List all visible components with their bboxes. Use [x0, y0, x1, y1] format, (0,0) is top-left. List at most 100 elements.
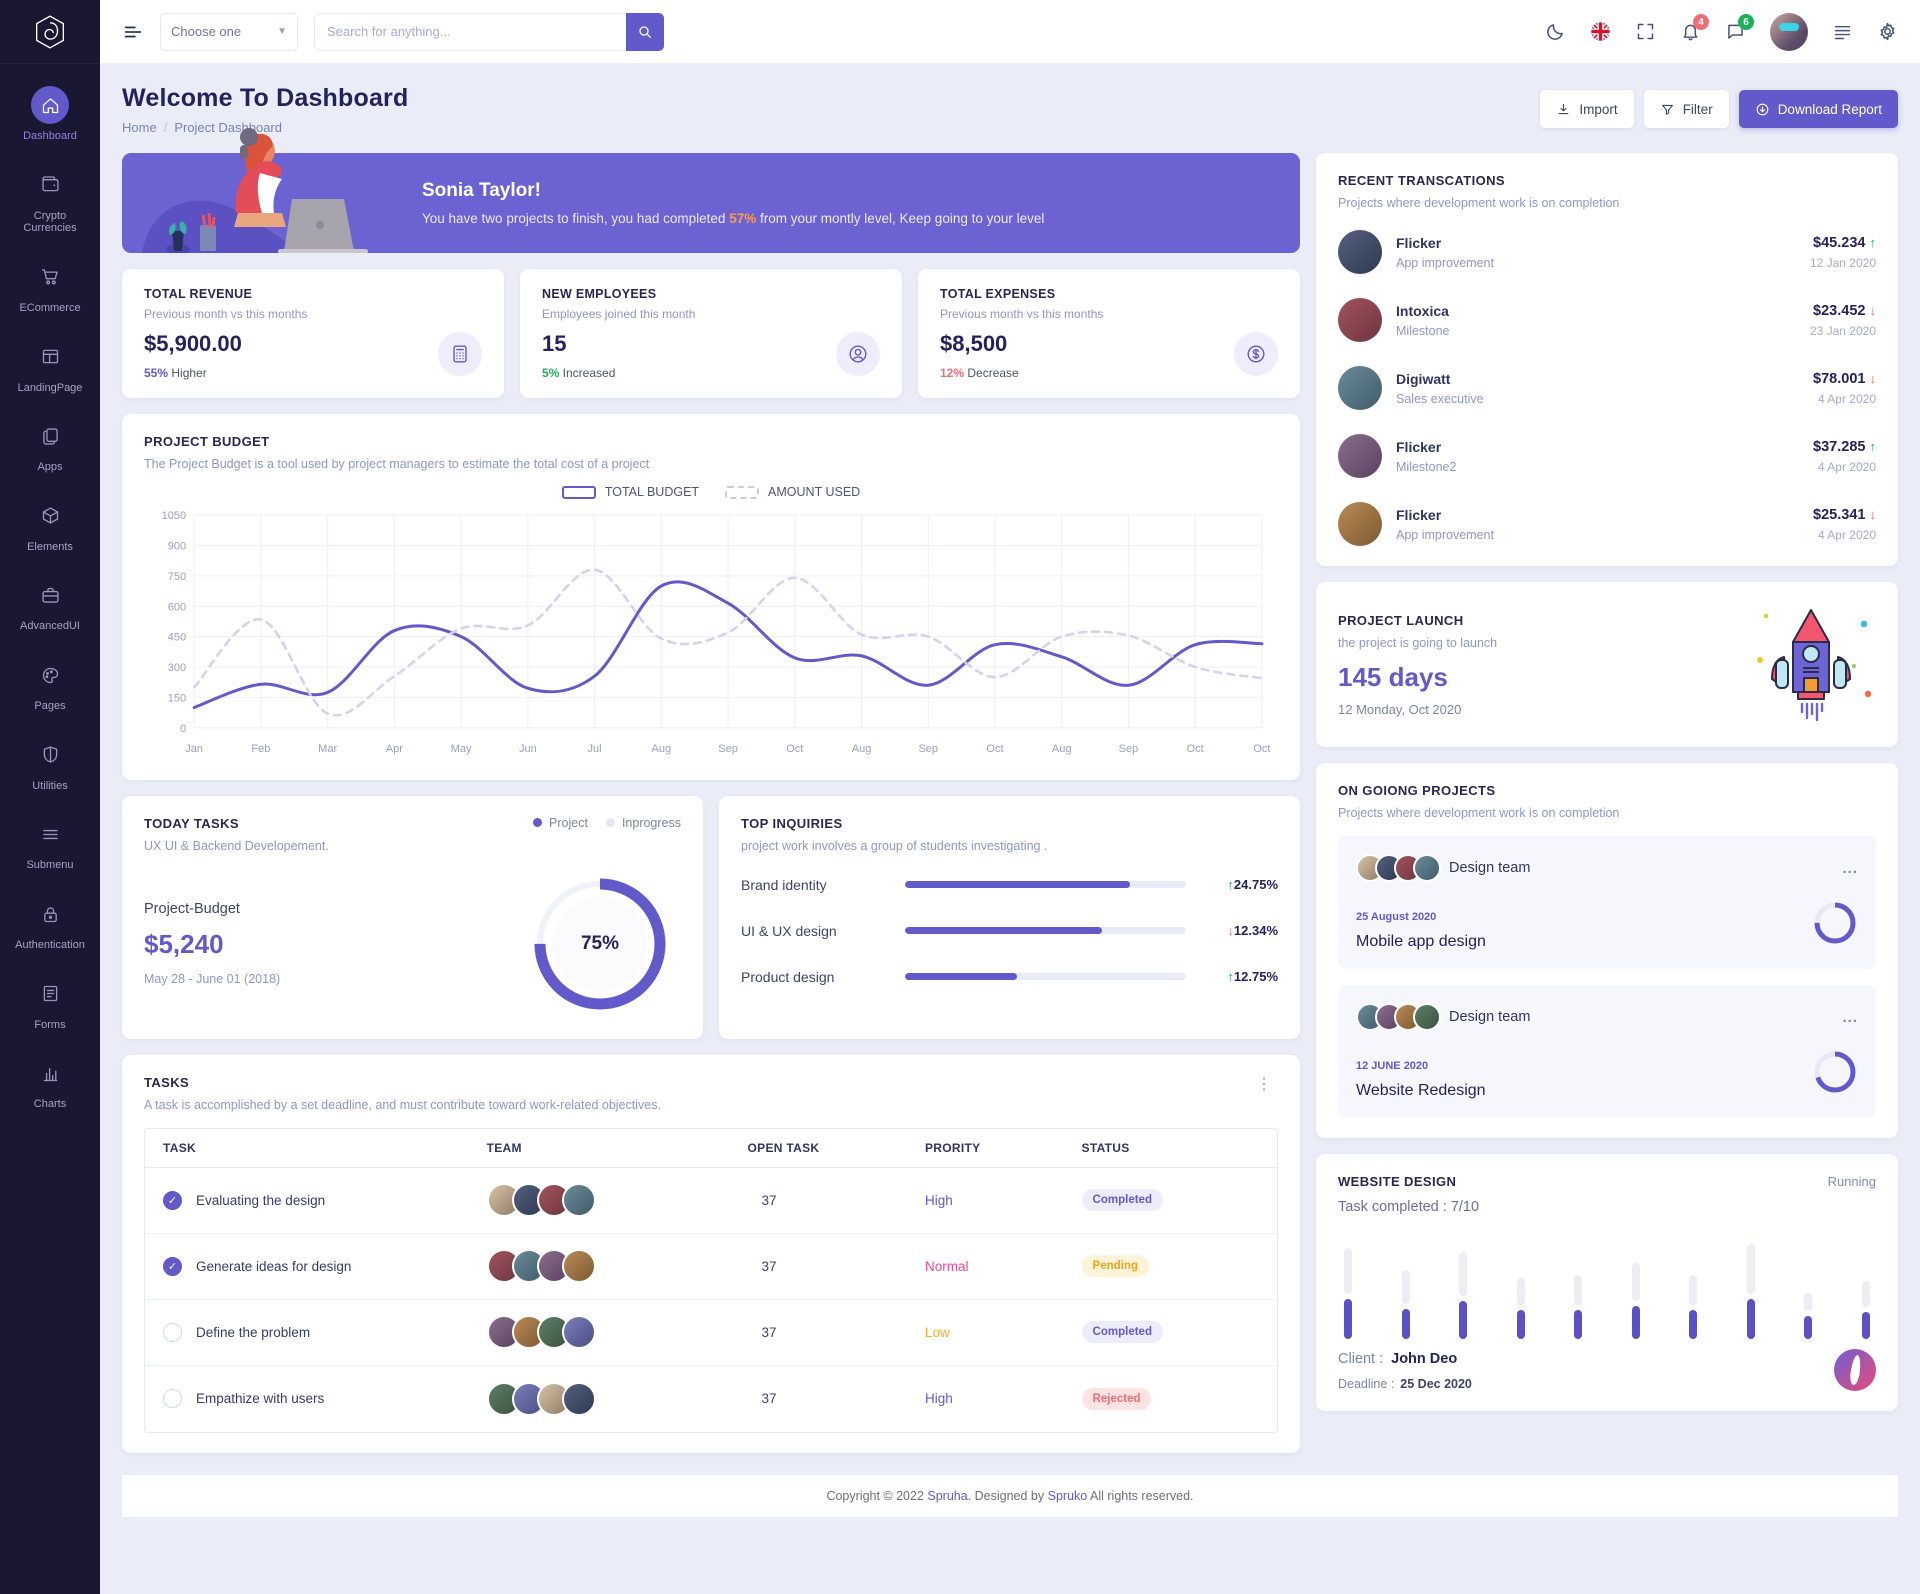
svg-text:Mar: Mar	[318, 743, 337, 755]
task-checkbox[interactable]	[163, 1389, 182, 1409]
task-checkbox[interactable]	[163, 1256, 182, 1276]
project-menu-button[interactable]: ...	[1842, 1008, 1858, 1026]
cart-icon	[31, 258, 69, 296]
task-completed-text: Task completed : 7/10	[1338, 1199, 1480, 1215]
sidebar-item-dashboard[interactable]: Dashboard	[4, 78, 96, 151]
banner-greeting: Sonia Taylor!	[422, 180, 541, 201]
transaction-name: Digiwatt	[1396, 370, 1451, 387]
transaction-name: Flicker	[1396, 234, 1442, 251]
sidebar-item-charts[interactable]: Charts	[4, 1046, 96, 1119]
transaction-name: Intoxica	[1396, 302, 1449, 319]
project-launch-card: PROJECT LAUNCH the project is going to l…	[1316, 582, 1898, 747]
sidebar-item-utilities[interactable]: Utilities	[4, 728, 96, 801]
transactions-list: Flicker App improvement $45.234 ↑ 12 Jan…	[1338, 230, 1876, 546]
top-inquiries-subtitle: project work involves a group of student…	[741, 838, 1048, 853]
project-team-name: Design team	[1449, 860, 1531, 876]
today-tasks-title: TODAY TASKS	[144, 815, 239, 831]
sidebar-item-label: Charts	[33, 1098, 67, 1111]
user-avatar[interactable]	[1770, 12, 1808, 51]
sidebar-item-pages[interactable]: Pages	[4, 648, 96, 721]
task-checkbox[interactable]	[163, 1322, 182, 1342]
messages-button[interactable]: 6	[1725, 14, 1754, 42]
import-button[interactable]: Import	[1540, 90, 1634, 128]
user-icon	[836, 332, 880, 376]
transactions-subtitle: Projects where development work is on co…	[1338, 196, 1620, 210]
download-report-button[interactable]: Download Report	[1738, 90, 1898, 128]
sidebar-item-submenu[interactable]: Submenu	[4, 807, 96, 880]
arrow-down-icon: ↓	[1869, 370, 1877, 386]
sidebar: Dashboard Crypto Currencies ECommerce La…	[0, 0, 100, 1594]
launch-days: 145 days	[1338, 661, 1448, 692]
sidebar-item-forms[interactable]: Forms	[4, 967, 96, 1040]
ongoing-projects-list: Design team ... 25 August 2020 Mobile ap…	[1338, 836, 1876, 1118]
table-row: Empathize with users 37 High Rejected	[145, 1366, 1277, 1432]
stat-card: TOTAL REVENUE Previous month vs this mon…	[122, 269, 504, 398]
arrow-up-icon: ↑	[1869, 234, 1877, 250]
category-select-value: Choose one	[171, 24, 242, 39]
language-flag-button[interactable]	[1590, 21, 1611, 42]
sidebar-nav: Dashboard Crypto Currencies ECommerce La…	[0, 64, 100, 1133]
sidebar-item-label: Submenu	[26, 859, 74, 872]
sidebar-item-label: Apps	[37, 461, 63, 474]
project-menu-button[interactable]: ...	[1842, 859, 1858, 877]
sidebar-item-ecommerce[interactable]: ECommerce	[4, 250, 96, 323]
progress-bar-column	[1804, 1237, 1813, 1339]
activity-list-button[interactable]	[1832, 21, 1853, 42]
legend-project[interactable]: Project	[533, 816, 588, 830]
dark-mode-toggle[interactable]	[1545, 21, 1566, 42]
svg-text:Aug: Aug	[652, 743, 672, 755]
inquiries-list: Brand identity ↑24.75% UI & UX design ↓1…	[741, 877, 1278, 985]
stat-card: TOTAL EXPENSES Previous month vs this mo…	[918, 269, 1300, 398]
filter-button[interactable]: Filter	[1643, 90, 1729, 128]
search-input[interactable]	[314, 12, 626, 51]
tasks-table-header: TASK TEAM OPEN TASK PRORITY STATUS	[145, 1129, 1277, 1168]
app-logo[interactable]	[0, 0, 100, 64]
sidebar-item-apps[interactable]: Apps	[4, 409, 96, 482]
sidebar-item-elements[interactable]: Elements	[4, 489, 96, 562]
svg-text:Oct: Oct	[786, 743, 803, 755]
menu-icon	[31, 815, 69, 853]
notifications-button[interactable]: 4	[1680, 14, 1709, 42]
search-button[interactable]	[626, 12, 664, 51]
fullscreen-icon	[1637, 23, 1654, 40]
sidebar-item-authentication[interactable]: Authentication	[4, 887, 96, 960]
footer-link-spruha[interactable]: Spruha	[927, 1488, 968, 1503]
settings-button[interactable]	[1877, 21, 1898, 42]
website-status: Running	[1827, 1174, 1876, 1189]
gear-icon	[1880, 22, 1895, 41]
task-checkbox[interactable]	[163, 1190, 182, 1210]
sidebar-item-crypto-currencies[interactable]: Crypto Currencies	[4, 158, 96, 243]
arrow-down-icon: ↓	[1869, 506, 1877, 522]
transaction-amount: $37.285 ↑	[1813, 438, 1876, 455]
footer-link-spruko[interactable]: Spruko	[1047, 1488, 1088, 1503]
budget-card-subtitle: The Project Budget is a tool used by pro…	[144, 457, 650, 471]
legend-inprogress[interactable]: Inprogress	[605, 815, 681, 830]
topbar-actions: 4 6	[1545, 12, 1898, 51]
open-task-count: 37	[761, 1258, 777, 1274]
project-team-avatars	[1356, 1003, 1441, 1031]
legend-amount-used[interactable]: AMOUNT USED	[725, 485, 860, 499]
fullscreen-button[interactable]	[1635, 21, 1656, 42]
tasks-menu-button[interactable]: ⋮	[1250, 1075, 1278, 1095]
footer: Copyright © 2022 Spruha. Designed by Spr…	[122, 1474, 1898, 1517]
sidebar-item-advancedui[interactable]: AdvancedUI	[4, 568, 96, 641]
shield-icon	[31, 736, 69, 774]
today-tasks-subtitle: UX UI & Backend Developement.	[144, 838, 329, 853]
svg-text:Aug: Aug	[1052, 743, 1072, 755]
svg-text:Sep: Sep	[918, 743, 938, 755]
transaction-date: 4 Apr 2020	[1817, 527, 1876, 542]
deadline-line: Deadline :25 Dec 2020	[1338, 1377, 1472, 1391]
sidebar-item-landingpage[interactable]: LandingPage	[4, 330, 96, 403]
sidebar-toggle-button[interactable]	[122, 21, 144, 43]
breadcrumb-home[interactable]: Home	[122, 120, 157, 135]
inquiry-label: Product design	[741, 968, 835, 985]
category-select[interactable]: Choose one ▼	[160, 12, 298, 51]
transaction-amount: $23.452 ↓	[1813, 302, 1876, 319]
legend-total-budget[interactable]: TOTAL BUDGET	[561, 485, 699, 499]
progress-bar-column	[1689, 1237, 1698, 1339]
legend-inprogress-label: Inprogress	[621, 815, 681, 830]
budget-line-chart: 1050 900 750 600 450 300 150 0 Jan Feb Mar Apr May Ju…	[144, 501, 1278, 760]
progress-bar-column	[1401, 1237, 1410, 1339]
stat-card: NEW EMPLOYEES Employees joined this mont…	[520, 269, 902, 398]
project-budget-label: Project-Budget	[144, 901, 240, 918]
